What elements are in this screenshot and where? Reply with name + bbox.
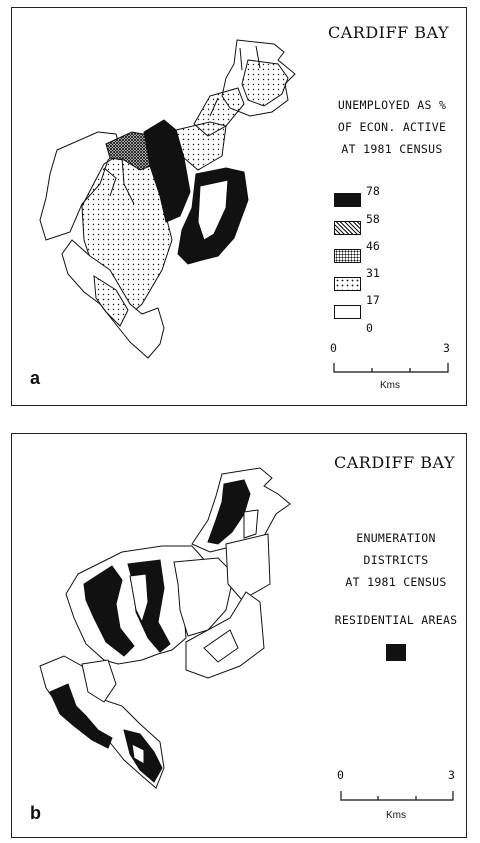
map-panel-a: CARDIFF BAY UNEMPLOYED AS % OF ECON. ACT… (11, 7, 467, 406)
residential-ne (207, 479, 251, 545)
caption-line-2: AT 1981 CENSUS (345, 575, 447, 589)
legend-break-46: 46 (366, 239, 380, 253)
legend-swatch-46-58 (334, 221, 361, 235)
scale-unit-label: Kms (380, 380, 400, 391)
legend-break-17: 17 (366, 293, 380, 307)
panel-label: a (30, 368, 41, 388)
legend-break-58: 58 (366, 212, 380, 226)
district-east-white (197, 179, 229, 241)
legend-swatch-17-31 (334, 277, 361, 291)
map-title: CARDIFF BAY (328, 23, 450, 42)
district-east-dots (175, 121, 227, 171)
residential-south-1 (49, 683, 113, 749)
map-caption: ENUMERATION DISTRICTS AT 1981 CENSUS (328, 527, 464, 593)
panel-label: b (30, 803, 41, 823)
unemployment-map (39, 39, 296, 359)
legend-swatch-31-46 (334, 249, 361, 263)
legend-swatch-residential (386, 644, 406, 661)
legend-swatch-58-78 (334, 193, 361, 207)
residential-central-west (83, 565, 135, 657)
map-title: CARDIFF BAY (334, 453, 456, 472)
caption-line-2: OF ECON. ACTIVE (337, 120, 447, 134)
map-caption: UNEMPLOYED AS % OF ECON. ACTIVE AT 1981 … (322, 94, 462, 160)
district-south-dots (93, 275, 129, 327)
scale-start-label: 0 (337, 768, 344, 782)
district-crosshatch (105, 131, 157, 171)
legend-swatch-0-17 (334, 305, 361, 319)
legend-break-0: 0 (366, 321, 373, 335)
scale-unit-label: Kms (386, 810, 406, 821)
caption-line-1: UNEMPLOYED AS % (337, 98, 447, 112)
district-east-2 (225, 533, 271, 601)
legend-break-31: 31 (366, 266, 380, 280)
map-panel-b: CARDIFF BAY ENUMERATION DISTRICTS AT 198… (11, 433, 467, 838)
scale-start-label: 0 (330, 341, 337, 355)
district-west-white (39, 131, 121, 241)
district-ne-dots (241, 59, 289, 107)
enumeration-districts-map (39, 467, 291, 789)
legend-break-78: 78 (366, 184, 380, 198)
scale-end-label: 3 (443, 341, 450, 355)
legend-label: RESIDENTIAL AREAS (334, 613, 458, 627)
scale-end-label: 3 (448, 768, 455, 782)
caption-line-3: AT 1981 CENSUS (341, 142, 443, 156)
district-black-north (143, 119, 191, 223)
caption-line-1: ENUMERATION DISTRICTS (356, 531, 436, 567)
